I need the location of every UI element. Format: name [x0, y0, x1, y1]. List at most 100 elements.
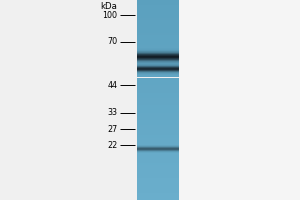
Bar	[136, 195, 178, 198]
Bar	[136, 150, 178, 152]
Bar	[136, 142, 178, 145]
Bar	[136, 40, 178, 43]
Bar	[136, 65, 178, 68]
Bar	[136, 2, 178, 5]
Bar	[136, 48, 178, 49]
Bar	[136, 12, 178, 15]
Bar	[136, 15, 178, 18]
Bar	[136, 105, 178, 108]
Bar	[136, 30, 178, 32]
Bar	[136, 47, 178, 50]
Text: 100: 100	[103, 10, 118, 20]
Bar	[136, 22, 178, 25]
Bar	[136, 108, 178, 110]
Bar	[136, 122, 178, 125]
Bar	[136, 182, 178, 185]
Bar	[136, 150, 178, 151]
Bar	[136, 95, 178, 98]
Bar	[136, 58, 178, 59]
Bar	[136, 60, 178, 61]
Bar	[136, 56, 178, 57]
Bar	[136, 68, 178, 70]
Bar	[136, 138, 178, 140]
Bar	[136, 10, 178, 12]
Text: 27: 27	[107, 124, 118, 134]
Bar	[136, 58, 178, 60]
Bar	[136, 185, 178, 188]
Bar	[136, 61, 178, 62]
Bar	[136, 146, 178, 147]
Bar	[136, 125, 178, 128]
Bar	[136, 64, 178, 65]
Bar	[136, 147, 178, 148]
Bar	[136, 63, 178, 64]
Bar	[136, 148, 178, 150]
Bar	[136, 35, 178, 38]
Bar	[136, 140, 178, 142]
Bar	[136, 73, 178, 74]
Bar	[136, 18, 178, 20]
Text: kDa: kDa	[100, 2, 117, 11]
Bar	[136, 198, 178, 200]
Bar	[136, 55, 178, 56]
Bar	[136, 73, 178, 75]
Bar	[136, 172, 178, 175]
Bar	[136, 98, 178, 100]
Bar	[136, 132, 178, 135]
Bar	[136, 148, 178, 149]
Bar	[136, 145, 178, 146]
Bar	[136, 160, 178, 162]
Bar	[136, 149, 178, 150]
Bar	[136, 80, 178, 82]
Bar	[136, 175, 178, 178]
Bar	[136, 57, 178, 58]
Bar	[136, 27, 178, 30]
Bar	[136, 72, 178, 73]
Bar	[136, 50, 178, 52]
Bar	[136, 0, 178, 2]
Bar	[136, 50, 178, 51]
Bar	[136, 69, 178, 70]
Bar	[136, 25, 178, 27]
Bar	[136, 20, 178, 22]
Bar	[136, 43, 178, 45]
Bar	[136, 112, 178, 115]
Bar	[136, 145, 178, 148]
Bar	[136, 74, 178, 75]
Bar	[136, 117, 178, 120]
Bar	[136, 5, 178, 7]
Text: 44: 44	[108, 81, 118, 90]
Bar	[136, 151, 178, 152]
Bar	[136, 64, 178, 65]
Bar	[136, 62, 178, 63]
Bar	[136, 52, 178, 55]
Bar	[136, 90, 178, 92]
Bar	[136, 128, 178, 130]
Bar	[136, 88, 178, 90]
Bar	[136, 85, 178, 88]
Bar	[136, 188, 178, 190]
Bar	[136, 100, 178, 102]
Bar	[178, 0, 300, 200]
Bar	[136, 192, 178, 195]
Bar	[136, 162, 178, 165]
Text: 70: 70	[107, 38, 118, 46]
Bar	[136, 83, 178, 85]
Bar	[136, 170, 178, 172]
Bar	[136, 130, 178, 132]
Bar	[136, 155, 178, 158]
Bar	[136, 60, 178, 62]
Bar	[136, 180, 178, 182]
Bar	[136, 59, 178, 60]
Text: 33: 33	[108, 108, 118, 117]
Bar	[136, 51, 178, 52]
Bar	[136, 70, 178, 73]
Bar	[136, 66, 178, 67]
Bar	[136, 53, 178, 54]
Bar	[136, 102, 178, 105]
Bar	[136, 158, 178, 160]
Bar	[136, 7, 178, 10]
Bar	[136, 54, 178, 55]
Bar	[136, 32, 178, 35]
Bar	[136, 168, 178, 170]
